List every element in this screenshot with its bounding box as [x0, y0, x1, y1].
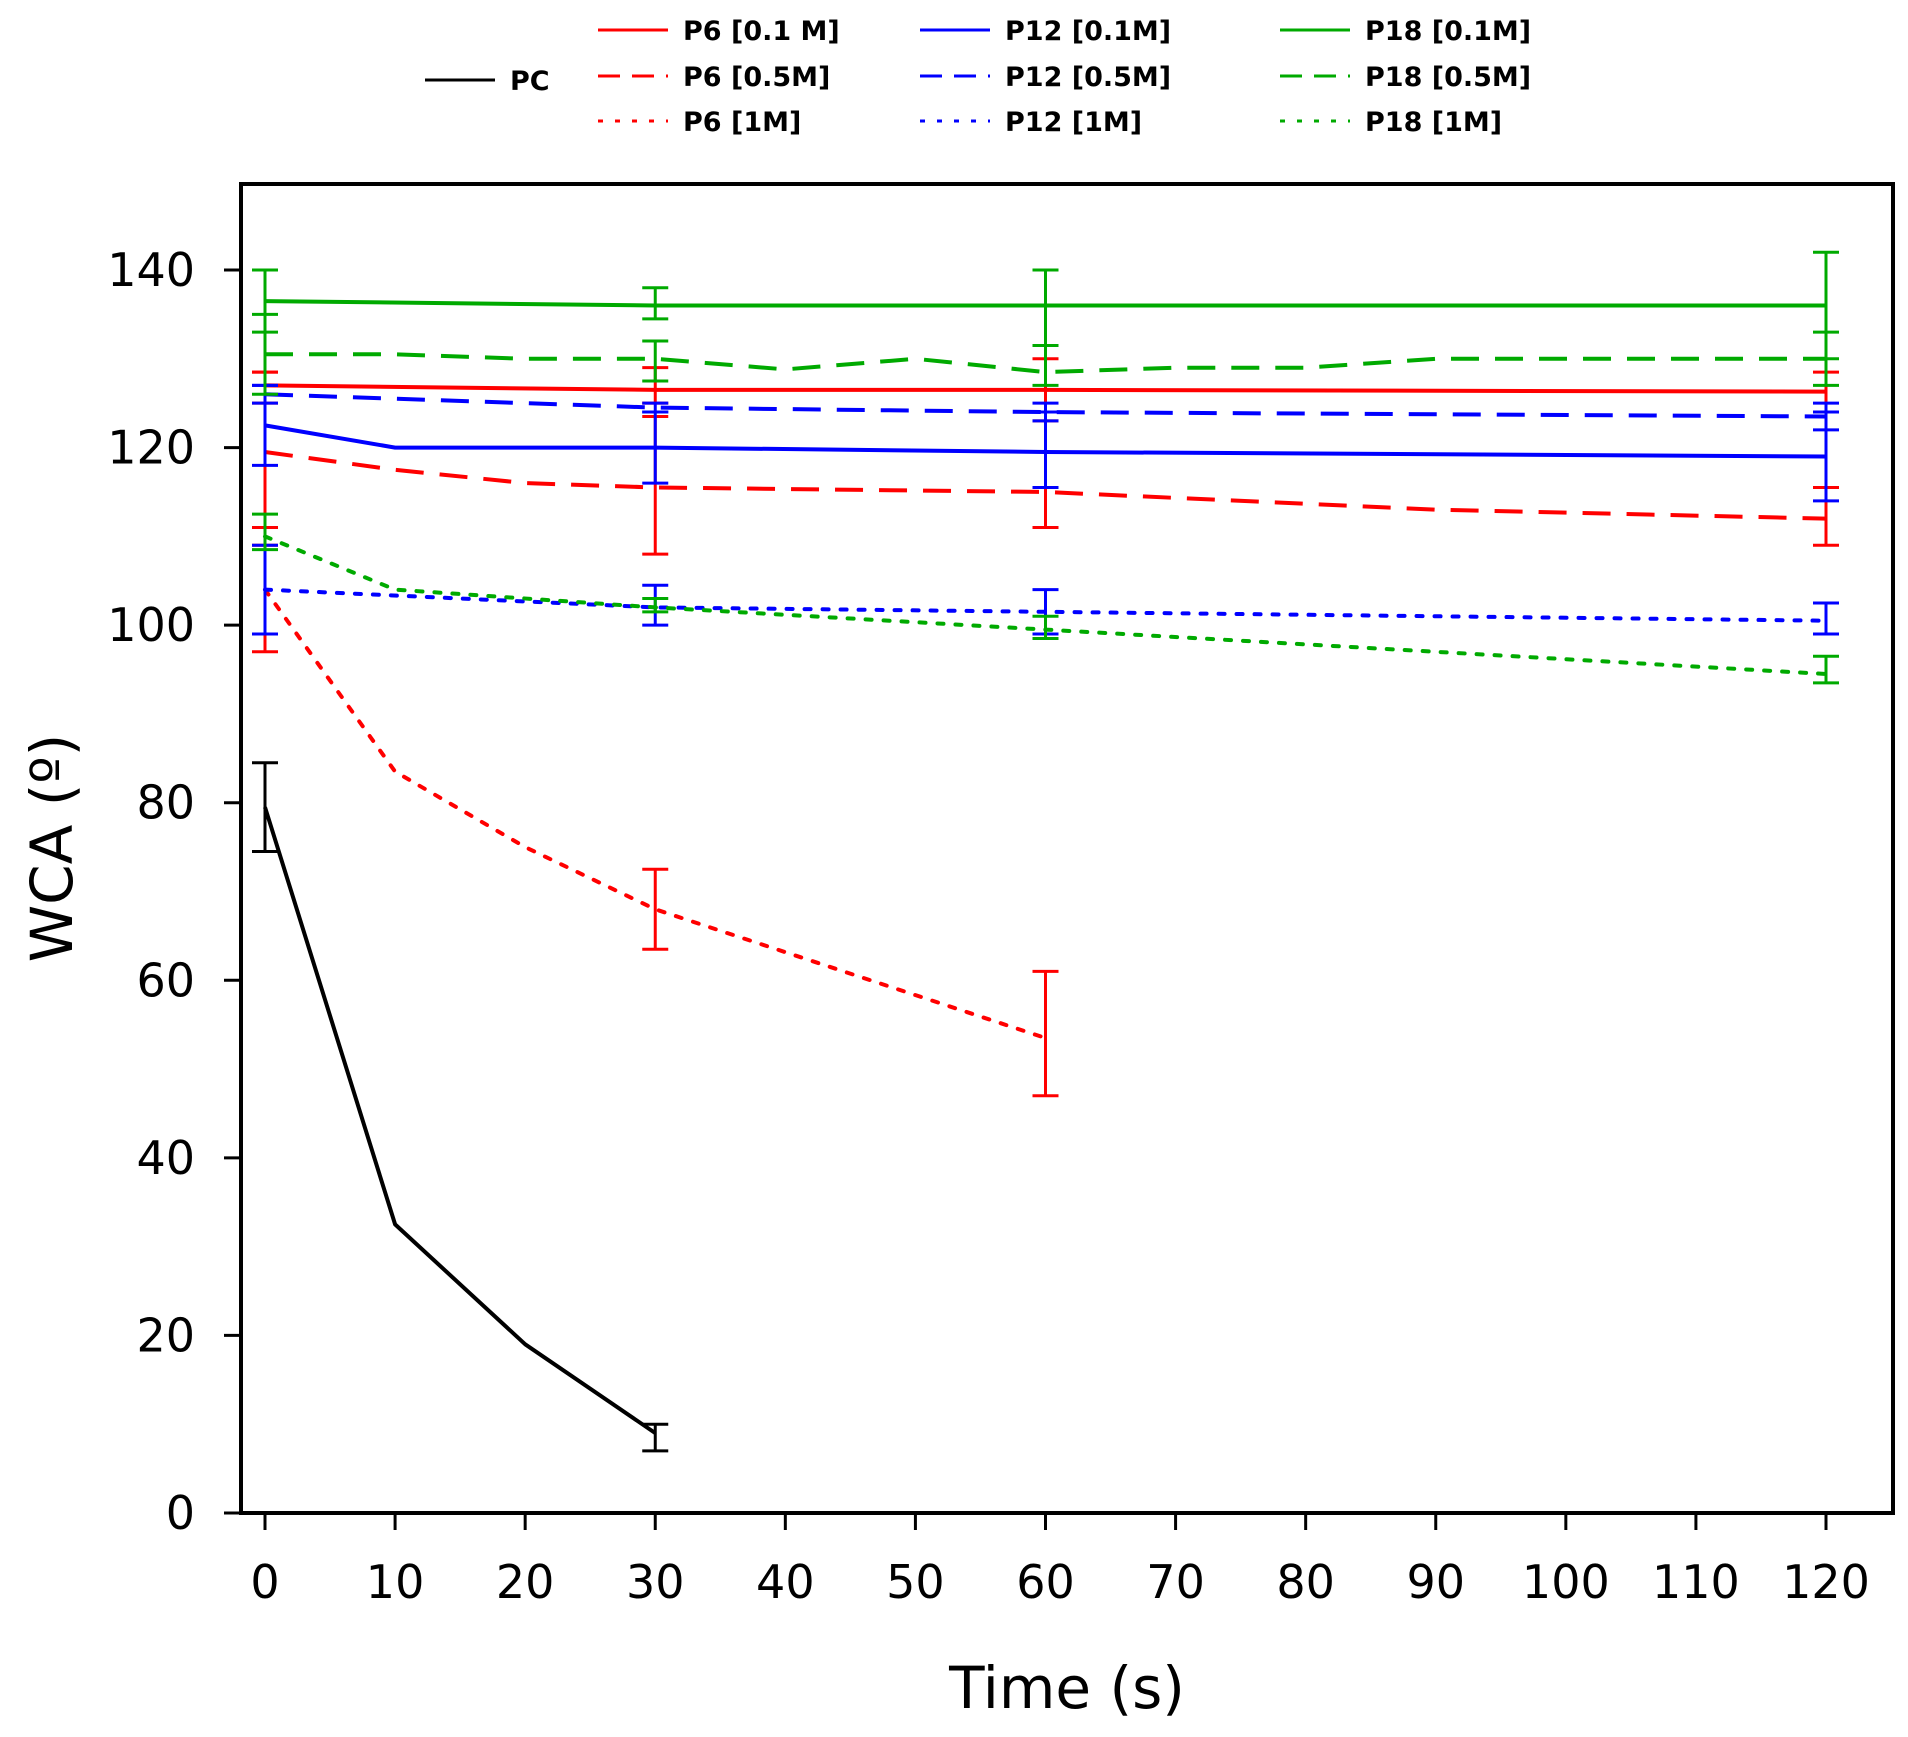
error-bar-p18-0-5m-30 [642, 339, 669, 383]
error-bar-p12-0-1m-60 [1032, 410, 1059, 490]
series-line-p18-1m [263, 534, 1828, 676]
error-bar-p6-1m-60 [1032, 969, 1059, 1098]
legend-entry-p18-0-1m: P18 [0.1M] [1280, 16, 1531, 47]
legend-entry-p12-0-1m: P12 [0.1M] [920, 16, 1171, 47]
legend-entry-p18-1m: P18 [1M] [1280, 107, 1502, 138]
series-line-p12-1m [263, 587, 1828, 623]
y-axis: 0 20 40 60 80 100 120 140 [107, 243, 241, 1540]
y-tick-label-0: 0 [166, 1486, 195, 1540]
x-tick-label-30: 30 [626, 1555, 685, 1609]
x-tick-label-110: 110 [1652, 1555, 1740, 1609]
legend-entry-p12-1m: P12 [1M] [920, 107, 1142, 138]
legend-label-pc: PC [510, 66, 550, 97]
error-bar-p18-0-5m-60 [1032, 343, 1059, 387]
legend: PC P6 [0.1 M] P6 [0.5M] P6 [1M] P12 [0.1M] P1… [425, 16, 1531, 138]
x-axis: 0 10 20 30 40 50 60 70 80 90 100 110 120 [250, 1513, 1870, 1609]
legend-entry-p12-0-5m: P12 [0.5M] [920, 62, 1171, 93]
legend-label-p6-0-5m: P6 [0.5M] [683, 62, 830, 93]
series-p18-0-5m [252, 312, 1839, 396]
x-tick-label-20: 20 [496, 1555, 555, 1609]
error-bar-p12-1m-0 [252, 543, 278, 636]
error-bar-p12-0-5m-30 [642, 401, 669, 414]
x-tick-label-70: 70 [1146, 1555, 1205, 1609]
series-line-p12-0-5m [264, 392, 1827, 419]
error-bar-p12-0-5m-120 [1813, 401, 1839, 432]
x-tick-label-60: 60 [1016, 1555, 1075, 1609]
legend-entry-p6-0-1-m: P6 [0.1 M] [598, 16, 840, 47]
legend-label-p12-0-1m: P12 [0.1M] [1005, 16, 1171, 47]
error-bar-p18-0-1m-60 [1032, 268, 1059, 347]
error-bar-p18-1m-60 [1032, 614, 1059, 640]
y-tick-label-140: 140 [107, 243, 195, 297]
error-bar-p18-0-1m-30 [642, 286, 669, 321]
legend-label-p12-0-5m: P12 [0.5M] [1005, 62, 1171, 93]
series-layer [252, 250, 1839, 1453]
series-line-p18-0-5m [265, 352, 1826, 375]
legend-entry-p6-0-5m: P6 [0.5M] [598, 62, 830, 93]
legend-label-p6-0-1-m: P6 [0.1 M] [683, 16, 840, 47]
x-tick-label-50: 50 [886, 1555, 945, 1609]
error-bar-p12-0-5m-60 [1032, 401, 1059, 423]
x-tick-label-10: 10 [366, 1555, 425, 1609]
series-line-p6-1m [263, 587, 1048, 1040]
legend-entry-p18-0-5m: P18 [0.5M] [1280, 62, 1531, 93]
x-tick-label-40: 40 [756, 1555, 815, 1609]
error-bar-p18-1m-30 [642, 597, 669, 614]
error-bar-p12-1m-120 [1813, 601, 1839, 636]
x-tick-label-100: 100 [1522, 1555, 1610, 1609]
y-tick-label-100: 100 [107, 598, 195, 652]
legend-label-p12-1m: P12 [1M] [1005, 107, 1142, 138]
x-tick-label-120: 120 [1782, 1555, 1870, 1609]
legend-label-p18-0-5m: P18 [0.5M] [1365, 62, 1531, 93]
y-tick-label-120: 120 [107, 421, 195, 475]
series-line-p6-0-1-m [264, 383, 1827, 394]
series-line-p18-0-1m [264, 299, 1826, 308]
legend-label-p18-1m: P18 [1M] [1365, 107, 1502, 138]
y-tick-label-20: 20 [136, 1308, 195, 1362]
legend-entry-pc: PC [425, 66, 550, 97]
series-p18-1m [252, 512, 1839, 685]
error-bar-pc-30 [642, 1422, 669, 1453]
error-bar-p6-1m-30 [642, 867, 669, 951]
y-tick-label-40: 40 [136, 1131, 195, 1185]
y-tick-label-60: 60 [136, 953, 195, 1007]
plot-frame [239, 182, 1895, 1515]
x-tick-label-0: 0 [250, 1555, 279, 1609]
error-bar-p18-0-5m-0 [252, 312, 278, 396]
error-bar-p18-0-5m-120 [1813, 330, 1839, 387]
x-axis-title: Time (s) [948, 1654, 1185, 1722]
legend-entry-p6-1m: P6 [1M] [598, 107, 801, 138]
series-pc [252, 761, 669, 1453]
y-axis-title: WCA (º) [18, 734, 86, 963]
legend-label-p6-1m: P6 [1M] [683, 107, 801, 138]
error-bar-p18-1m-120 [1813, 654, 1839, 685]
y-tick-label-80: 80 [136, 776, 195, 830]
x-tick-label-80: 80 [1276, 1555, 1335, 1609]
series-p18-0-1m [252, 250, 1839, 361]
x-tick-label-90: 90 [1406, 1555, 1465, 1609]
legend-label-p18-0-1m: P18 [0.1M] [1365, 16, 1531, 47]
error-bar-pc-0 [252, 761, 278, 854]
series-p12-1m [252, 543, 1839, 636]
error-bar-p18-1m-0 [252, 512, 278, 552]
series-line-pc [263, 806, 657, 1435]
